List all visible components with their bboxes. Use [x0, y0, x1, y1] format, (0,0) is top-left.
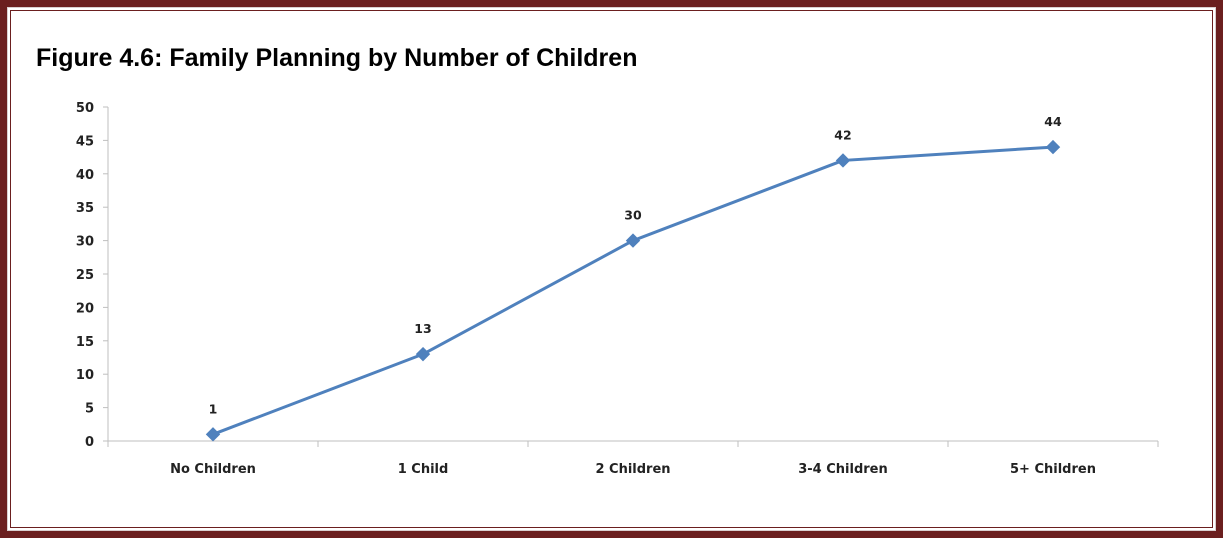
y-tick-label: 40 — [76, 168, 94, 183]
data-label: 44 — [1044, 114, 1062, 129]
data-label: 30 — [624, 208, 642, 223]
data-label: 1 — [209, 401, 218, 416]
data-point-marker — [835, 153, 851, 168]
y-tick-label: 45 — [76, 134, 94, 149]
figure-panel — [10, 10, 1213, 528]
y-tick-label: 25 — [76, 268, 94, 283]
x-tick-label: 1 Child — [398, 462, 449, 477]
x-tick-label: No Children — [170, 462, 256, 477]
y-tick-label: 15 — [76, 335, 94, 350]
x-tick-label: 2 Children — [595, 462, 670, 477]
y-tick-label: 50 — [76, 101, 94, 116]
data-point-marker — [415, 346, 431, 362]
series-line — [212, 145, 1054, 436]
data-point-marker — [1045, 139, 1061, 155]
y-tick-label: 5 — [85, 402, 94, 417]
data-point-marker — [205, 427, 221, 442]
figure-title: Figure 4.6: Family Planning by Number of… — [36, 44, 638, 72]
y-tick-label: 30 — [76, 235, 94, 250]
y-tick-label: 10 — [76, 368, 94, 383]
x-tick-label: 5+ Children — [1010, 462, 1096, 477]
y-tick-label: 20 — [76, 301, 94, 316]
data-label: 42 — [834, 127, 851, 142]
y-tick-label: 35 — [76, 201, 94, 216]
data-point-marker — [625, 233, 641, 248]
y-tick-label: 0 — [85, 435, 94, 450]
x-tick-label: 3-4 Children — [798, 462, 888, 477]
data-label: 13 — [414, 321, 431, 336]
